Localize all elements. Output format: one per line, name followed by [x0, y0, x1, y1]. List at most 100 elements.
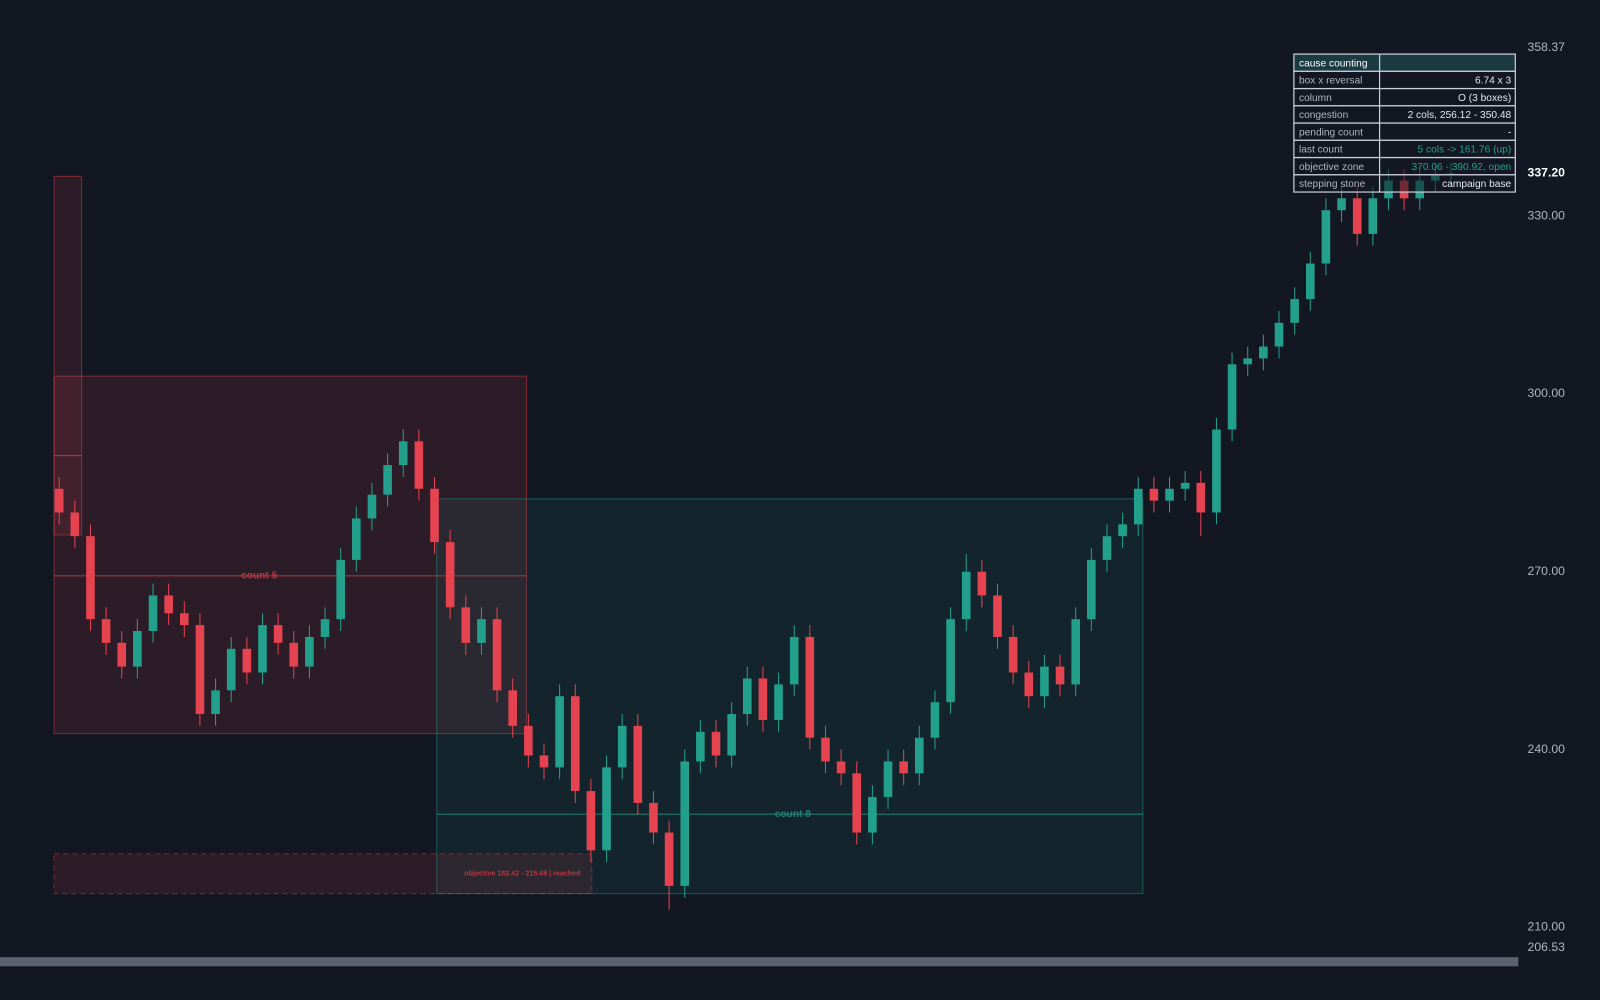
candle-body — [836, 761, 846, 774]
candle-body — [1087, 559, 1096, 620]
candle-body — [883, 761, 893, 797]
candle-body — [852, 773, 862, 833]
last-price-label: 337.20 — [1528, 166, 1566, 180]
candle-body — [774, 684, 783, 720]
table-value: O (3 boxes) — [1458, 93, 1511, 104]
y-tick-label: 210.00 — [1528, 920, 1566, 934]
candle-body — [117, 642, 127, 667]
candle-body — [1227, 364, 1237, 430]
candle-body — [742, 678, 752, 715]
candle-body — [633, 725, 643, 803]
candle-body — [1290, 299, 1299, 323]
table-value: 370.06 - 390.92, open — [1412, 162, 1512, 173]
candle-body — [54, 488, 64, 513]
candle-body — [226, 648, 236, 691]
candle-body — [414, 441, 424, 489]
zone-box — [53, 853, 593, 895]
candle-body — [1024, 672, 1034, 697]
table-value: - — [1508, 127, 1511, 138]
candle-body — [242, 648, 252, 673]
candle-body — [164, 595, 173, 614]
candle-body — [445, 542, 455, 608]
candle-body — [101, 619, 111, 643]
y-tick-label: 330.00 — [1528, 208, 1566, 222]
zone-label: count 8 — [775, 809, 812, 820]
candle-body — [1008, 636, 1018, 673]
candle-body — [336, 559, 345, 620]
candle-body — [961, 571, 971, 620]
candle-body — [273, 625, 283, 643]
candle-body — [258, 625, 267, 673]
candle-body — [915, 737, 924, 774]
candle-body — [664, 832, 674, 886]
candle-body — [70, 512, 80, 537]
candle-body — [1196, 482, 1206, 513]
zone-label: objective 182.42 - 215.68 | reached — [464, 870, 580, 878]
candle-body — [367, 494, 377, 519]
info-table: cause counting box x reversal 6.74 x 3 colu… — [1293, 53, 1516, 193]
candle-body — [1118, 524, 1127, 537]
y-limit-label: 206.53 — [1528, 940, 1566, 954]
candle-body — [179, 613, 189, 626]
candle-body — [555, 696, 564, 768]
candle-body — [1243, 358, 1253, 365]
candle-body — [477, 619, 486, 643]
y-tick-label: 270.00 — [1528, 564, 1566, 578]
candle-body — [524, 725, 533, 756]
table-value: 5 cols -> 161.76 (up) — [1417, 145, 1511, 156]
candle-body — [289, 642, 299, 667]
candle-body — [899, 761, 908, 774]
candle-body — [711, 731, 721, 756]
candle-body — [195, 625, 205, 715]
candle-body — [148, 595, 158, 632]
candle-body — [1259, 346, 1268, 359]
candle-body — [789, 636, 799, 685]
y-tick-label: 300.00 — [1528, 386, 1566, 400]
candle-body — [1040, 666, 1049, 697]
candle-body — [821, 737, 830, 762]
table-label: last count — [1299, 145, 1343, 156]
candle-body — [398, 441, 408, 466]
candle-body — [602, 767, 611, 851]
candle-body — [383, 465, 392, 495]
table-label: congestion — [1299, 110, 1348, 121]
candle-body — [508, 690, 518, 726]
candle-body — [680, 761, 690, 886]
candle-body — [570, 696, 580, 792]
candle-body — [1133, 488, 1143, 525]
candle-body — [492, 619, 502, 691]
candle-body — [993, 595, 1002, 637]
candle-body — [352, 518, 361, 560]
candle-body — [1102, 536, 1112, 560]
zone-box — [436, 498, 1144, 895]
candle-body — [805, 636, 815, 738]
candle-body — [946, 619, 955, 703]
candle-body — [1165, 488, 1174, 501]
candle-body — [586, 791, 596, 851]
candle-body — [1352, 198, 1362, 234]
table-row — [1293, 174, 1516, 193]
candle-body — [1212, 429, 1221, 513]
candle-body — [1321, 210, 1331, 264]
candle-body — [649, 802, 658, 833]
zones: count 5 count 8 objective 182.42 - 215.68 … — [53, 175, 1144, 895]
candle-body — [1337, 198, 1346, 211]
candle-body — [320, 619, 330, 637]
candle-body — [1180, 482, 1190, 489]
candle-body — [133, 631, 142, 667]
candle-body — [539, 755, 549, 768]
candle-body — [696, 731, 705, 762]
candle-body — [758, 678, 768, 720]
table-value: 2 cols, 256.12 - 350.48 — [1408, 110, 1512, 121]
candle-body — [727, 714, 736, 756]
candle-body — [430, 488, 439, 543]
candle-body — [977, 571, 987, 596]
candle-body — [1055, 666, 1065, 685]
candle-body — [1368, 198, 1378, 234]
table-label: pending count — [1299, 127, 1363, 138]
y-limit-label: 358.37 — [1528, 40, 1566, 54]
price-axis: 210.00 240.00 270.00 300.00 330.00 206.53 358.… — [1528, 40, 1566, 954]
zone-label: count 5 — [241, 571, 278, 582]
